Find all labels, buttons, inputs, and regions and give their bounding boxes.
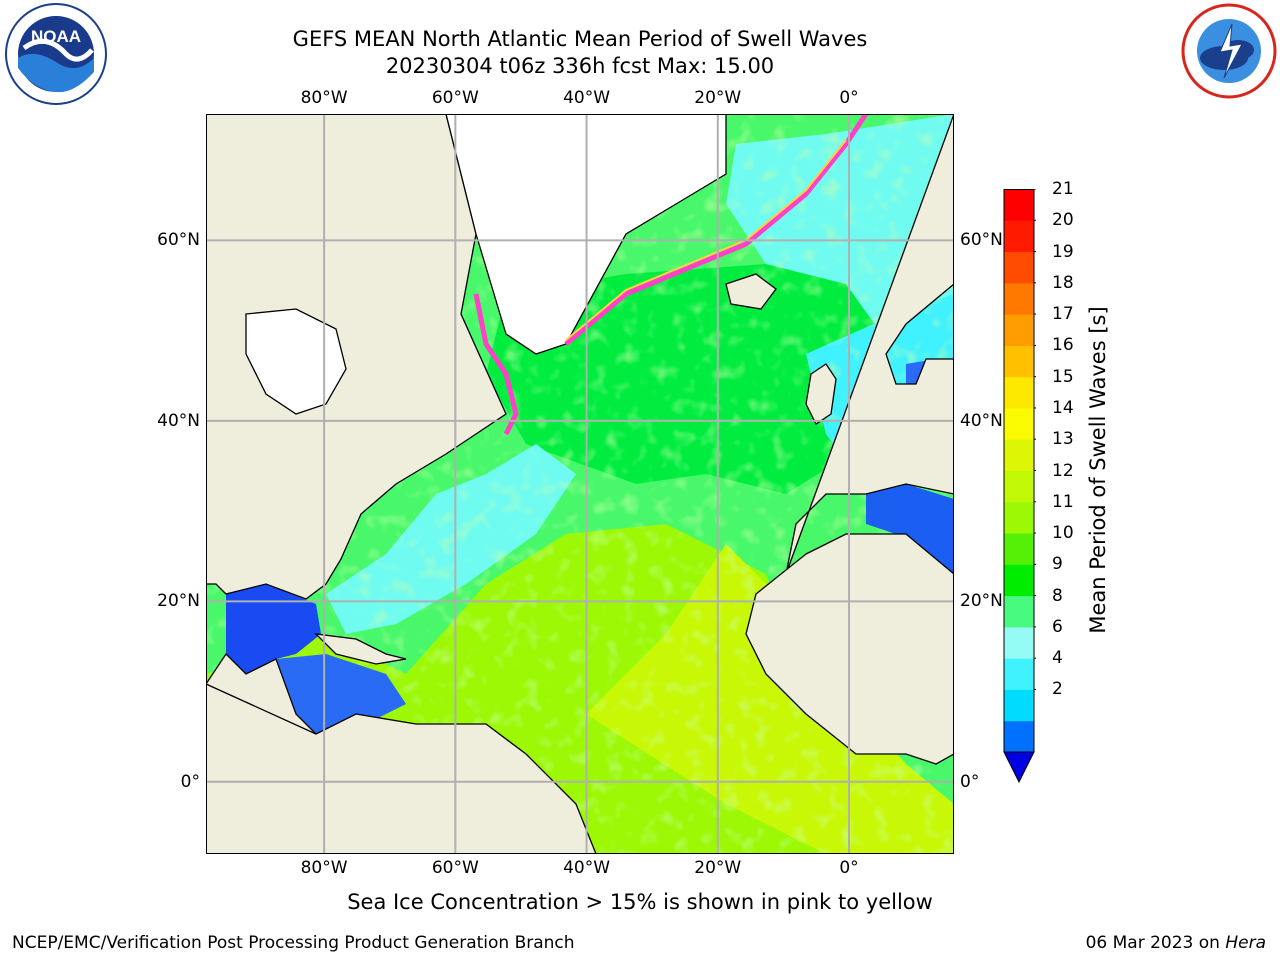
colorbar-tick-label: 16 — [1052, 335, 1074, 356]
chart-subtitle: 20230304 t06z 336h fcst Max: 15.00 — [385, 54, 775, 78]
longitude-label-bot: 0° — [839, 858, 859, 878]
colorbar-swatch — [1004, 564, 1034, 597]
colorbar-canvas — [1003, 188, 1040, 784]
latitude-label-right: 20°N — [960, 591, 1003, 612]
noaa-logo: NOAA — [4, 2, 108, 110]
colorbar-swatch — [1004, 251, 1034, 284]
land-british-isles — [805, 363, 837, 425]
colorbar-swatch — [1004, 220, 1034, 253]
colorbar-swatch — [1004, 470, 1034, 503]
colorbar-swatch — [1004, 533, 1034, 565]
colorbar-tick-label: 10 — [1052, 523, 1074, 544]
longitude-label-bot: 40°W — [563, 858, 611, 878]
mediterranean-low-period — [866, 484, 954, 574]
footer-date-text: 06 Mar 2023 on — [1085, 933, 1226, 953]
colorbar-swatch — [1004, 407, 1034, 440]
colorbar-title: Mean Period of Swell Waves [s] — [1086, 306, 1110, 634]
latitude-label-left: 0° — [180, 771, 200, 792]
colorbar-tick-label: 6 — [1052, 616, 1063, 637]
land-south-america — [206, 683, 597, 854]
footer-date: 06 Mar 2023 on Hera — [1086, 933, 1266, 953]
noaa-logo-text: NOAA — [31, 27, 81, 46]
sea-ice-edge-yellow — [565, 139, 847, 341]
colorbar-tick-label: 4 — [1052, 648, 1063, 669]
latitude-label-right: 60°N — [960, 230, 1003, 251]
colorbar-swatch — [1004, 658, 1034, 690]
longitude-label-bot: 80°W — [300, 858, 348, 878]
latitude-label-right: 40°N — [960, 410, 1003, 431]
longitude-label-bot: 20°W — [694, 858, 742, 878]
colorbar-swatch — [1004, 314, 1034, 346]
colorbar-swatch — [1004, 282, 1034, 315]
colorbar-swatch — [1004, 720, 1034, 753]
colorbar-swatch — [1004, 189, 1034, 221]
longitude-label-top: 20°W — [694, 88, 742, 108]
land-cuba — [314, 633, 407, 665]
colorbar-tick-label: 15 — [1052, 366, 1074, 387]
colorbar-swatch — [1004, 439, 1034, 471]
graticule — [206, 114, 954, 854]
latitude-label-left: 60°N — [157, 230, 200, 251]
colorbar-tick-label: 14 — [1052, 397, 1074, 418]
map-border — [206, 114, 954, 854]
ice-hudson-bay — [245, 308, 347, 415]
latitude-label-left: 20°N — [157, 591, 200, 612]
latitude-label-left: 40°N — [157, 410, 200, 431]
longitude-label-top: 80°W — [300, 88, 348, 108]
colorbar-swatch — [1004, 595, 1034, 628]
colorbar-tick-label: 9 — [1052, 554, 1063, 575]
colorbar-tick-label: 8 — [1052, 585, 1063, 606]
colorbar-tick-label: 11 — [1052, 491, 1074, 512]
longitude-label-bot: 60°W — [431, 858, 479, 878]
colorbar-tick-label: 13 — [1052, 429, 1074, 450]
colorbar-tick-label: 2 — [1052, 679, 1063, 700]
longitude-label-top: 60°W — [431, 88, 479, 108]
colorbar-tick-label: 21 — [1052, 179, 1074, 199]
colorbar-tick-label: 12 — [1052, 460, 1074, 481]
land-europe — [785, 114, 954, 575]
caribbean-low-period — [276, 654, 406, 734]
colorbar-swatch — [1004, 376, 1034, 409]
longitude-label-top: 40°W — [563, 88, 611, 108]
map — [206, 114, 954, 854]
footer-host: Hera — [1225, 933, 1266, 953]
colorbar — [1002, 188, 1040, 789]
footer-credit: NCEP/EMC/Verification Post Processing Pr… — [12, 933, 575, 953]
latitude-label-right: 0° — [960, 771, 980, 792]
map-canvas — [206, 114, 954, 854]
colorbar-extend-arrow — [1003, 751, 1035, 784]
colorbar-tick-label: 18 — [1052, 272, 1074, 293]
land-iceland — [725, 273, 777, 310]
colorbar-tick-label: 20 — [1052, 210, 1074, 231]
colorbar-swatch — [1004, 345, 1034, 378]
sea-ice-note: Sea Ice Concentration > 15% is shown in … — [347, 890, 933, 914]
gulf-of-mexico-low-period — [226, 584, 321, 674]
nws-logo — [1180, 2, 1278, 104]
colorbar-tick-label: 19 — [1052, 241, 1074, 262]
colorbar-swatch — [1004, 626, 1034, 659]
longitude-label-top: 0° — [839, 88, 859, 108]
colorbar-tick-label: 17 — [1052, 304, 1074, 325]
colorbar-swatch — [1004, 689, 1034, 722]
land-north-america — [206, 114, 507, 600]
chart-title: GEFS MEAN North Atlantic Mean Period of … — [292, 27, 868, 51]
colorbar-swatch — [1004, 501, 1034, 534]
